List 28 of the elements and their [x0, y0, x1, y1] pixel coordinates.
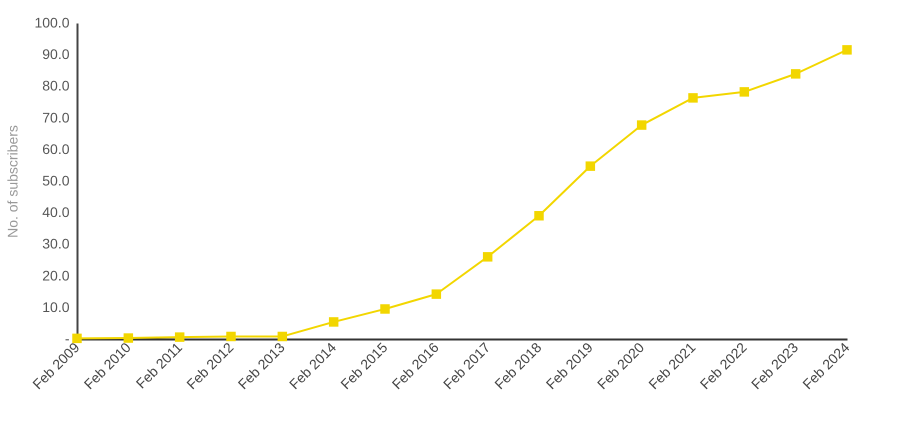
y-tick-label: 40.0 — [42, 204, 70, 220]
point — [278, 332, 288, 342]
y-tick-label: 100.0 — [34, 14, 70, 30]
y-tick-label: 20.0 — [42, 267, 70, 284]
point — [226, 332, 236, 342]
y-tick-label: 50.0 — [42, 172, 70, 188]
y-tick-label: 10.0 — [42, 298, 70, 315]
y-tick-label: 30.0 — [42, 236, 70, 252]
point — [740, 87, 750, 97]
point — [790, 69, 800, 79]
point — [636, 120, 646, 130]
y-tick-label: - — [64, 330, 70, 346]
point — [432, 289, 442, 299]
point — [688, 93, 698, 103]
point — [482, 252, 492, 262]
y-tick-label: 60.0 — [42, 140, 70, 157]
y-tick-label: 80.0 — [42, 78, 70, 94]
point — [380, 304, 390, 314]
point — [586, 161, 596, 171]
y-axis-title: No. of subscribers — [4, 125, 20, 238]
y-tick-label: 90.0 — [42, 46, 70, 62]
point — [842, 45, 852, 55]
point — [72, 334, 82, 344]
point — [328, 317, 338, 327]
y-tick-label: 70.0 — [42, 109, 70, 126]
point — [534, 211, 544, 221]
point — [124, 333, 134, 343]
point — [174, 332, 184, 342]
